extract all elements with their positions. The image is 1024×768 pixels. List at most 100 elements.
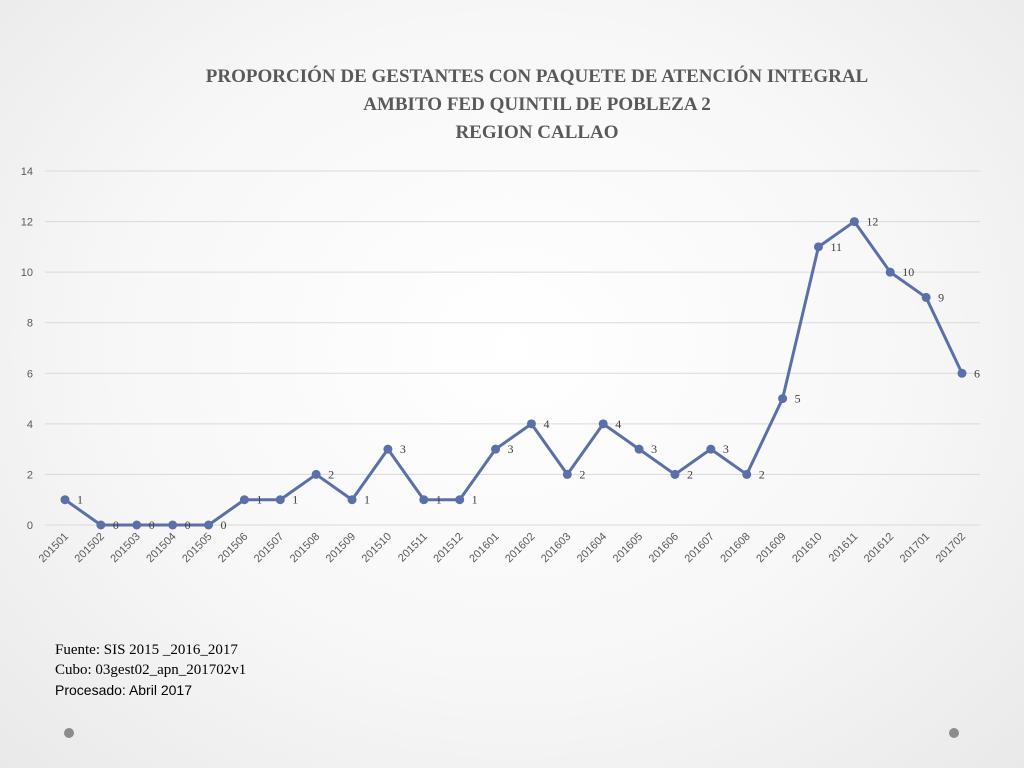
- chart-title-line: PROPORCIÓN DE GESTANTES CON PAQUETE DE A…: [206, 65, 868, 87]
- x-tick-label: 201603: [539, 531, 573, 565]
- x-tick-label: 201604: [575, 531, 609, 565]
- x-tick-label: 201702: [934, 531, 968, 565]
- data-point: [706, 444, 716, 454]
- data-label: 0: [113, 518, 119, 532]
- gridlines: [45, 170, 980, 526]
- data-point: [383, 444, 393, 454]
- data-point: [526, 419, 536, 429]
- y-axis-ticks: 0 2 4 6 8 10 12 14: [21, 166, 33, 532]
- data-point: [742, 469, 752, 479]
- x-tick-label: 201512: [431, 531, 465, 565]
- y-tick-label: 10: [21, 267, 33, 279]
- right-bullet-dot: [949, 728, 959, 738]
- data-point: [562, 469, 572, 479]
- cube-note: Cubo: 03gest02_apn_201702v1: [55, 662, 247, 678]
- data-label: 3: [400, 442, 406, 456]
- data-point: [204, 520, 214, 530]
- x-tick-label: 201503: [108, 531, 142, 565]
- data-label: 2: [759, 467, 765, 481]
- data-label: 2: [687, 467, 693, 481]
- data-point: [670, 469, 680, 479]
- x-tick-label: 201508: [288, 531, 322, 565]
- data-label: 5: [795, 392, 801, 406]
- x-tick-label: 201607: [683, 531, 717, 565]
- data-label: 1: [292, 493, 298, 507]
- x-tick-label: 201609: [754, 531, 788, 565]
- data-point: [347, 495, 357, 505]
- source-note: Fuente: SIS 2015 _2016_2017: [55, 642, 238, 658]
- processed-note: Procesado: Abril 2017: [55, 682, 192, 698]
- y-tick-label: 12: [21, 217, 33, 229]
- x-tick-label: 201605: [611, 531, 645, 565]
- x-tick-label: 201511: [396, 531, 430, 565]
- data-point: [239, 495, 249, 505]
- x-tick-label: 201611: [827, 531, 861, 565]
- data-point: [849, 217, 859, 227]
- x-tick-label: 201510: [360, 531, 394, 565]
- data-point: [168, 520, 178, 530]
- source-notes: Fuente: SIS 2015 _2016_2017 Cubo: 03gest…: [55, 640, 246, 700]
- data-label: 4: [615, 417, 621, 431]
- data-label: 1: [364, 493, 370, 507]
- y-tick-label: 14: [21, 166, 33, 178]
- data-point: [634, 444, 644, 454]
- series-points: [60, 217, 967, 530]
- chart-title: PROPORCIÓN DE GESTANTES CON PAQUETE DE A…: [206, 65, 868, 143]
- data-label: 11: [830, 240, 842, 254]
- data-point: [419, 495, 429, 505]
- data-label: 3: [508, 442, 514, 456]
- data-label: 1: [256, 493, 262, 507]
- x-tick-label: 201701: [898, 531, 932, 565]
- data-label: 12: [866, 215, 878, 229]
- data-point: [275, 495, 285, 505]
- x-tick-label: 201606: [647, 531, 681, 565]
- chart-title-line: REGION CALLAO: [455, 122, 618, 143]
- data-point: [96, 520, 106, 530]
- data-label: 0: [185, 518, 191, 532]
- x-tick-label: 201501: [37, 531, 71, 565]
- x-tick-label: 201509: [324, 531, 358, 565]
- data-label: 0: [221, 518, 227, 532]
- data-label: 1: [77, 493, 83, 507]
- y-tick-label: 2: [27, 469, 33, 481]
- x-tick-label: 201602: [503, 531, 537, 565]
- data-point: [311, 469, 321, 479]
- data-point: [491, 444, 501, 454]
- data-point: [813, 242, 823, 252]
- x-tick-label: 201612: [862, 531, 896, 565]
- data-point: [921, 292, 931, 302]
- series-line: [64, 220, 964, 527]
- line-chart: PROPORCIÓN DE GESTANTES CON PAQUETE DE A…: [21, 65, 980, 565]
- data-label: 3: [723, 442, 729, 456]
- data-point: [132, 520, 142, 530]
- x-tick-label: 201505: [180, 531, 214, 565]
- left-bullet-dot: [64, 728, 74, 738]
- x-tick-label: 201610: [790, 531, 824, 565]
- data-point: [60, 495, 70, 505]
- data-label: 9: [938, 290, 944, 304]
- data-label: 4: [543, 417, 549, 431]
- x-tick-label: 201502: [73, 531, 107, 565]
- data-point: [778, 394, 788, 404]
- data-label: 2: [579, 467, 585, 481]
- data-label: 0: [149, 518, 155, 532]
- y-tick-label: 8: [27, 318, 33, 330]
- y-tick-label: 0: [27, 520, 33, 532]
- chart-title-line: AMBITO FED QUINTIL DE POBLEZA 2: [363, 94, 711, 115]
- x-tick-label: 201601: [467, 531, 501, 565]
- x-tick-label: 201608: [718, 531, 752, 565]
- data-point: [885, 267, 895, 277]
- data-label: 10: [902, 265, 914, 279]
- y-tick-label: 6: [27, 368, 33, 380]
- data-point: [957, 368, 967, 378]
- y-tick-label: 4: [27, 419, 33, 431]
- data-label: 2: [328, 467, 334, 481]
- x-tick-label: 201507: [252, 531, 286, 565]
- data-point: [455, 495, 465, 505]
- x-tick-label: 201504: [144, 531, 178, 565]
- data-label: 3: [651, 442, 657, 456]
- series-line-path: [64, 220, 964, 527]
- data-point: [598, 419, 608, 429]
